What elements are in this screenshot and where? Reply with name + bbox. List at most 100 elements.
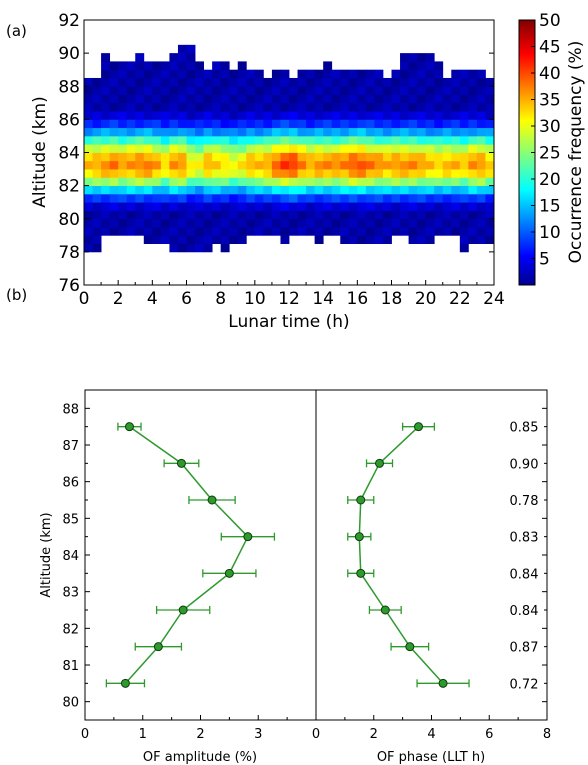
heatmap-cell [195, 210, 204, 220]
heatmap-cell [476, 185, 486, 195]
heatmap-cell [331, 144, 341, 153]
heatmap-cell [229, 177, 239, 187]
heatmap-cell [177, 177, 187, 187]
heatmap-cell [306, 102, 316, 112]
heatmap-cell [289, 218, 298, 228]
heatmap-cell [92, 202, 102, 211]
heatmap-cell [92, 127, 102, 137]
heatmap-cell [220, 185, 230, 195]
heatmap-cell [169, 127, 179, 137]
heatmap-cell [348, 77, 358, 87]
heatmap-cell [203, 144, 213, 153]
heatmap-cell [459, 193, 469, 203]
heatmap-cell [314, 152, 324, 162]
heatmap-cell [408, 169, 418, 178]
heatmap-x-tick-label: 24 [483, 289, 505, 309]
heatmap-cell [152, 202, 162, 211]
heatmap-cell [271, 86, 281, 95]
heatmap-cell [348, 127, 358, 137]
heatmap-cell [143, 160, 153, 170]
heatmap-cell [468, 185, 478, 195]
heatmap-cell [365, 135, 375, 145]
heatmap-cell [169, 169, 179, 178]
heatmap-cell [195, 177, 204, 187]
heatmap-cell [246, 169, 256, 178]
heatmap-cell [340, 127, 350, 137]
heatmap-cell [135, 69, 145, 79]
heatmap-cell [306, 169, 316, 178]
heatmap-cell [408, 69, 418, 79]
heatmap-cell [459, 185, 469, 195]
heatmap-cell [365, 185, 375, 195]
heatmap-cell [271, 193, 281, 203]
heatmap-cell [280, 218, 290, 228]
heatmap-cell [177, 210, 187, 220]
heatmap-cell [400, 53, 409, 62]
heatmap-cell [254, 127, 264, 137]
heatmap-cell [169, 202, 179, 211]
heatmap-cell [391, 160, 401, 170]
heatmap-cell [357, 193, 367, 203]
heatmap-cell [314, 86, 324, 95]
heatmap-cell [263, 169, 273, 178]
heatmap-cell [348, 193, 358, 203]
heatmap-cell [357, 119, 367, 129]
heatmap-cell [289, 210, 298, 220]
heatmap-cell [212, 77, 222, 87]
heatmap-cell [459, 135, 469, 145]
heatmap-cell [417, 185, 427, 195]
heatmap-cell [143, 61, 153, 71]
heatmap-cell [485, 135, 495, 145]
heatmap-cell [152, 111, 162, 120]
heatmap-cell [169, 185, 179, 195]
heatmap-cell [442, 77, 452, 87]
heatmap-cell [476, 119, 486, 129]
phase-x-tick-label: 8 [543, 727, 551, 742]
heatmap-cell [118, 185, 128, 195]
heatmap-cell [459, 119, 469, 129]
heatmap-cell [254, 152, 264, 162]
phase-annotation: 0.85 [510, 421, 539, 436]
heatmap-cell [237, 152, 247, 162]
heatmap-cell [391, 218, 401, 228]
heatmap-cell [143, 144, 153, 153]
heatmap-cell [246, 218, 256, 228]
heatmap-cell [186, 202, 196, 211]
heatmap-cell [203, 135, 213, 145]
heatmap-cell [101, 77, 111, 87]
colorbar-title: Occurrence frequency (%) [566, 41, 586, 264]
heatmap-cell [195, 69, 204, 79]
heatmap-cell [348, 185, 358, 195]
heatmap-cell [289, 111, 298, 120]
heatmap-cell [408, 202, 418, 211]
heatmap-cell [374, 193, 384, 203]
heatmap-cell [323, 227, 333, 236]
heatmap-cell [109, 144, 119, 153]
heatmap-cell [365, 86, 375, 95]
heatmap-cell [126, 193, 136, 203]
heatmap-cell [331, 77, 341, 87]
heatmap-cell [357, 185, 367, 195]
heatmap-cell [126, 119, 136, 129]
heatmap-cell [118, 193, 128, 203]
heatmap-cell [186, 160, 196, 170]
heatmap-cell [143, 202, 153, 211]
heatmap-cell [408, 102, 418, 112]
heatmap-cell [434, 177, 444, 187]
heatmap-cell [365, 202, 375, 211]
heatmap-cell [425, 169, 435, 178]
heatmap-cell [425, 53, 435, 62]
heatmap-cell [92, 160, 102, 170]
heatmap-cell [186, 185, 196, 195]
heatmap-cell [357, 86, 367, 95]
heatmap-cell [135, 185, 145, 195]
heatmap-cell [442, 102, 452, 112]
heatmap-cell [160, 169, 170, 178]
heatmap-cell [109, 77, 119, 87]
heatmap-cell [92, 177, 102, 187]
heatmap-cell [468, 127, 478, 137]
heatmap-cell [177, 152, 187, 162]
heatmap-cell [451, 152, 461, 162]
heatmap-cell [289, 144, 298, 153]
heatmap-cell [365, 69, 375, 79]
